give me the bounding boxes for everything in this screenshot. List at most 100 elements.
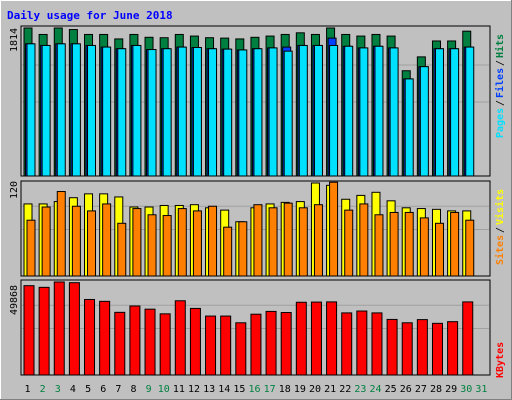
bar-kbytes-day-10 [159, 313, 171, 376]
bar-sites-day-26 [404, 211, 414, 277]
bar-sites-day-17 [268, 207, 278, 277]
bar-pages-day-17 [268, 47, 278, 177]
x-label-day: 3 [55, 384, 61, 395]
bar-kbytes-day-4 [68, 282, 80, 376]
bar-kbytes-day-22 [341, 312, 353, 376]
bar-kbytes-day-11 [174, 300, 186, 376]
bar-sites-day-3 [56, 191, 66, 277]
bar-pages-day-25 [389, 47, 399, 177]
bar-sites-day-27 [419, 217, 429, 277]
bar-kbytes-day-24 [371, 312, 383, 376]
legend-separator: / [495, 227, 506, 233]
bar-kbytes-day-29 [447, 321, 459, 376]
bar-pages-day-30 [465, 46, 475, 177]
x-label-day: 30 [460, 384, 472, 395]
x-label-day: 7 [115, 384, 121, 395]
bar-kbytes-day-21 [326, 301, 338, 376]
x-label-day: 14 [218, 384, 230, 395]
bar-sites-day-23 [359, 203, 369, 277]
bar-kbytes-day-17 [265, 310, 277, 376]
bar-kbytes-day-3 [53, 281, 65, 376]
bar-pages-day-18 [283, 50, 293, 177]
bar-pages-day-20 [313, 44, 323, 177]
bar-pages-day-22 [344, 45, 354, 177]
bar-kbytes-day-18 [280, 312, 292, 376]
bar-pages-day-28 [434, 48, 444, 177]
x-label-day: 18 [279, 384, 291, 395]
x-label-day: 20 [309, 384, 321, 395]
bar-sites-day-2 [41, 206, 51, 277]
bar-kbytes-day-15 [235, 322, 247, 376]
x-label-day: 31 [475, 384, 487, 395]
x-label-day: 10 [158, 384, 170, 395]
x-label-day: 22 [339, 384, 351, 395]
bar-kbytes-day-6 [99, 300, 111, 376]
bar-sites-day-29 [450, 211, 460, 277]
bar-kbytes-day-20 [310, 301, 322, 376]
x-axis-labels: 1 2 3 4 5 6 7 8 9 10 11 12 13 14 15 16 17 18 19 20 21 22 23 24 2… [25, 384, 488, 395]
bar-pages-day-4 [71, 43, 81, 177]
bar-sites-day-15 [238, 221, 248, 277]
bar-pages-day-21 [329, 44, 339, 177]
bar-pages-day-26 [404, 78, 414, 177]
bar-pages-day-2 [41, 44, 51, 177]
bar-kbytes-day-13 [205, 315, 217, 376]
x-label-day: 11 [173, 384, 185, 395]
x-label-day: 9 [146, 384, 152, 395]
legend-hits: Hits [494, 34, 506, 58]
bar-sites-day-7 [117, 222, 127, 277]
bar-sites-day-20 [313, 204, 323, 277]
x-label-day: 15 [233, 384, 245, 395]
y-max-label: 49868 [9, 285, 20, 315]
bar-kbytes-day-9 [144, 308, 156, 376]
x-label-day: 23 [354, 384, 366, 395]
kbytes-panel: 49868 [9, 279, 491, 376]
bar-pages-day-24 [374, 45, 384, 177]
x-label-day: 5 [85, 384, 91, 395]
x-label-day: 17 [264, 384, 276, 395]
bar-sites-day-11 [177, 208, 187, 277]
bar-sites-day-5 [87, 210, 97, 277]
bar-pages-day-10 [162, 48, 172, 177]
bar-kbytes-day-25 [386, 318, 398, 376]
legend-pages: Pages [495, 108, 506, 138]
bar-kbytes-day-14 [220, 315, 232, 376]
bar-sites-day-30 [465, 219, 475, 277]
x-label-day: 16 [248, 384, 260, 395]
bar-kbytes-day-30 [462, 301, 474, 376]
bar-sites-day-10 [162, 215, 172, 277]
x-label-day: 13 [203, 384, 215, 395]
bar-pages-day-6 [102, 46, 112, 177]
x-label-day: 27 [415, 384, 427, 395]
bar-sites-day-12 [192, 210, 202, 277]
bar-pages-day-14 [223, 48, 233, 177]
hits-files-pages-panel: 1814 [9, 25, 491, 177]
bar-pages-day-3 [56, 43, 66, 177]
bar-kbytes-day-26 [401, 322, 413, 376]
x-label-day: 19 [294, 384, 306, 395]
x-label-day: 12 [188, 384, 200, 395]
bar-sites-day-19 [298, 207, 308, 277]
bar-kbytes-day-16 [250, 313, 262, 376]
bar-kbytes-day-7 [114, 311, 126, 376]
bar-sites-day-4 [71, 205, 81, 277]
bar-pages-day-5 [87, 44, 97, 177]
bar-sites-day-8 [132, 208, 142, 277]
bar-pages-day-11 [177, 46, 187, 177]
kbytes-legend: KBytes [495, 342, 506, 378]
x-label-day: 1 [25, 384, 31, 395]
y-max-label: 120 [9, 181, 20, 199]
bar-sites-day-13 [208, 205, 218, 277]
bar-sites-day-6 [102, 203, 112, 277]
bar-sites-day-1 [26, 219, 36, 277]
visits-sites-legend: Sites / Visits [494, 189, 506, 265]
legend-separator: / [495, 100, 506, 106]
visits-sites-panel: 120 [9, 180, 491, 277]
x-label-day: 6 [100, 384, 106, 395]
legend-sites: Sites [494, 235, 506, 265]
bar-pages-day-7 [117, 48, 127, 177]
x-label-day: 25 [385, 384, 397, 395]
bar-sites-day-16 [253, 204, 263, 277]
bar-sites-day-9 [147, 214, 157, 277]
